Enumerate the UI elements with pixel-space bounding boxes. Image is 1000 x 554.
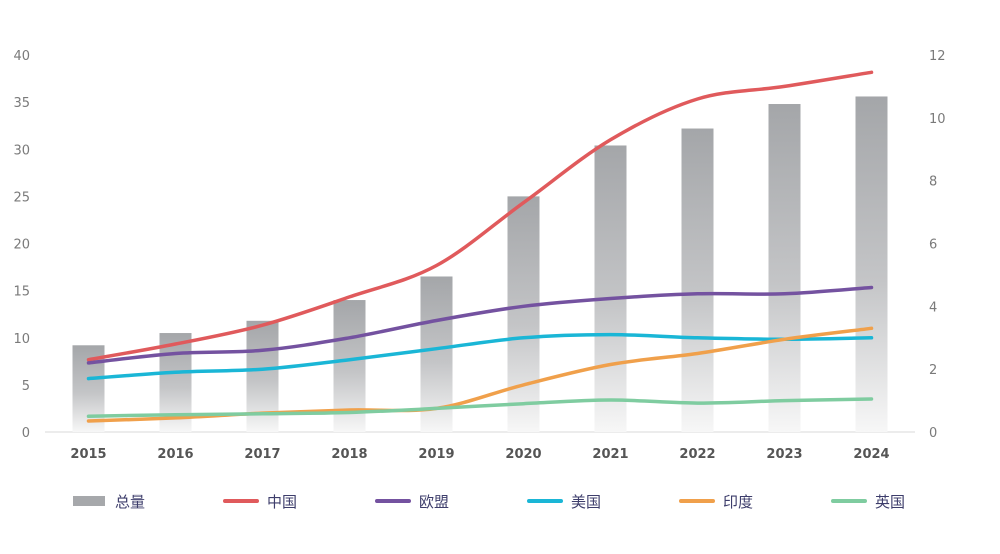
right-tick-label: 12 (929, 49, 946, 64)
right-tick-label: 10 (929, 112, 946, 127)
legend-label: 总量 (115, 493, 145, 511)
left-tick-label: 15 (13, 285, 30, 300)
left-tick-label: 0 (22, 426, 30, 441)
bar-2023 (768, 104, 801, 432)
legend-swatch (73, 496, 105, 506)
bar-2022 (681, 128, 714, 432)
bar-2021 (594, 145, 627, 433)
right-tick-label: 2 (929, 363, 937, 378)
x-tick-label: 2023 (766, 447, 802, 462)
x-tick-label: 2016 (157, 447, 193, 462)
legend-label: 欧盟 (419, 493, 449, 511)
x-tick-label: 2021 (592, 447, 628, 462)
bar-series-total (72, 96, 888, 433)
x-tick-label: 2018 (331, 447, 367, 462)
legend-label: 印度 (723, 493, 753, 511)
right-axis: 0 2 4 6 8 10 12 (929, 49, 946, 441)
left-tick-label: 30 (13, 143, 30, 158)
x-tick-label: 2019 (418, 447, 454, 462)
legend: 总量 中国 欧盟 美国 印度 英国 (73, 493, 905, 511)
x-axis: 2015 2016 2017 2018 2019 2020 2021 2022 2023 2024 (70, 447, 889, 462)
left-tick-label: 5 (22, 379, 30, 394)
left-axis: 0 5 10 15 20 25 30 35 40 (13, 49, 30, 441)
right-tick-label: 0 (929, 426, 937, 441)
x-tick-label: 2024 (853, 447, 889, 462)
line-series-group (86, 70, 874, 423)
x-tick-label: 2020 (505, 447, 541, 462)
line-series-1 (86, 285, 874, 365)
line-series-2 (86, 332, 874, 381)
left-tick-label: 40 (13, 49, 30, 64)
x-tick-label: 2015 (70, 447, 106, 462)
legend-label: 中国 (267, 493, 297, 511)
left-tick-label: 25 (13, 190, 30, 205)
legend-label: 美国 (571, 493, 601, 511)
bar-2020 (507, 196, 540, 432)
x-tick-label: 2022 (679, 447, 715, 462)
right-tick-label: 6 (929, 238, 937, 253)
legend-label: 英国 (875, 493, 905, 511)
bar-2024 (855, 96, 888, 432)
left-tick-label: 10 (13, 332, 30, 347)
right-tick-label: 8 (929, 175, 937, 190)
x-tick-label: 2017 (244, 447, 280, 462)
line-series-0 (86, 70, 874, 362)
left-tick-label: 20 (13, 238, 30, 253)
line-series-4 (86, 397, 874, 419)
right-tick-label: 4 (929, 300, 937, 315)
left-tick-label: 35 (13, 96, 30, 111)
